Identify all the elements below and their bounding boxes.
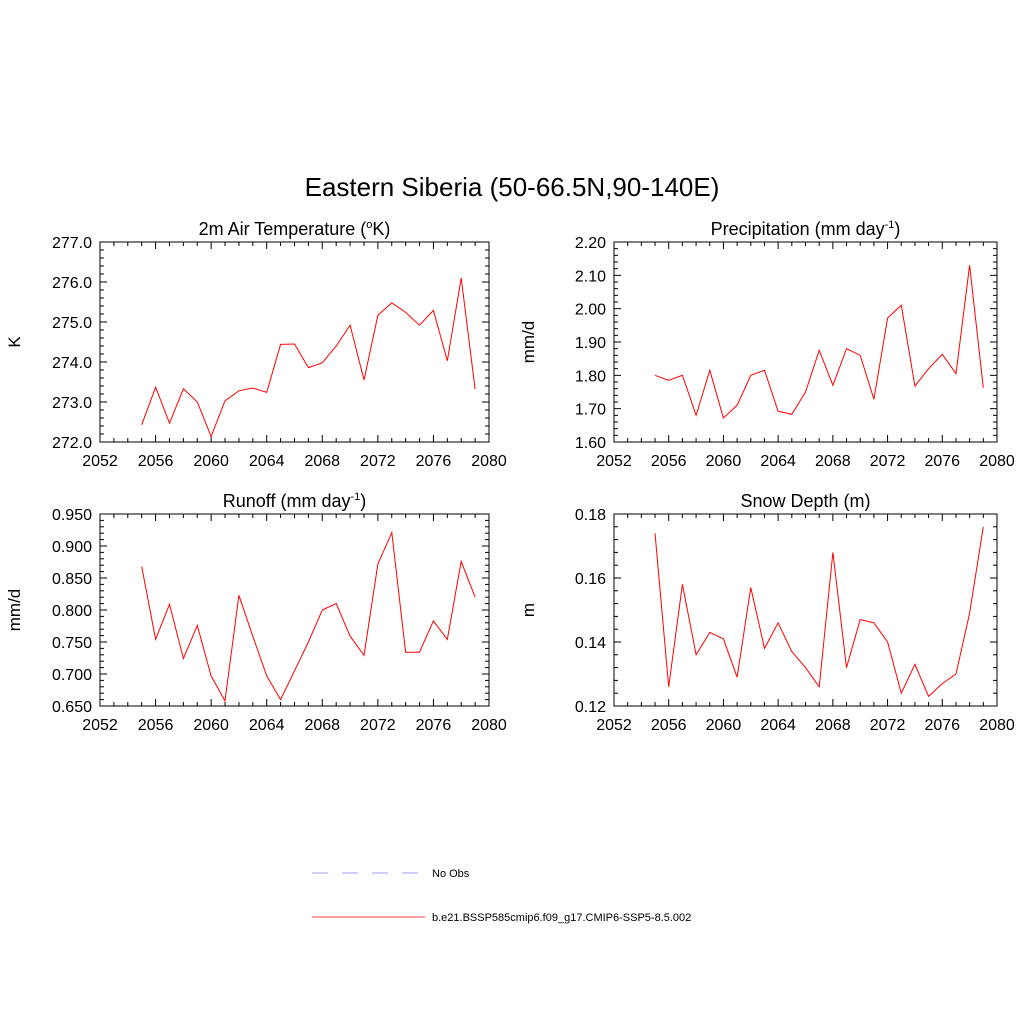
chart-panel-3: Runoff (mm day-1) 2052 2056 2060 2064 2068 207… <box>5 491 507 734</box>
x-tick-label: 2076 <box>924 453 960 470</box>
x-tick-label: 2068 <box>815 717 851 734</box>
panel-title: Snow Depth (m) <box>740 491 870 511</box>
x-tick-label: 2072 <box>870 717 906 734</box>
y-tick-label: 272.0 <box>52 435 92 452</box>
y-tick-label: 1.90 <box>575 335 606 352</box>
chart-panel-2: Precipitation (mm day-1) 2052 2056 2060 2064… <box>519 219 1015 470</box>
y-tick-label: 1.70 <box>575 402 606 419</box>
x-tick-label: 2068 <box>304 453 340 470</box>
y-tick-label: 0.16 <box>575 571 606 588</box>
x-tick-label: 2080 <box>979 453 1015 470</box>
y-tick-label: 0.14 <box>575 635 606 652</box>
x-tick-label: 2076 <box>416 453 452 470</box>
panel-title-superscript: -1 <box>350 491 360 503</box>
panel-title-superscript: o <box>366 219 372 231</box>
x-tick-label: 2080 <box>471 717 507 734</box>
legend: No Obs b.e21.BSSP585cmip6.f09_g17.CMIP6-S… <box>312 868 691 924</box>
chart-panels: 2m Air Temperature (oK)2052 2056 2060 2064 2… <box>5 219 1015 734</box>
y-axis-label: mm/d <box>5 589 24 632</box>
x-tick-label: 2064 <box>249 717 285 734</box>
panel-title-text: 2m Air Temperature ( <box>199 219 367 239</box>
x-tick-label: 2056 <box>651 453 687 470</box>
series-line <box>141 277 476 438</box>
x-tick-label: 2064 <box>760 717 796 734</box>
panel-title-suffix: ) <box>894 219 900 239</box>
x-tick-label: 2072 <box>360 717 396 734</box>
y-tick-label: 1.60 <box>575 435 606 452</box>
y-tick-label: 0.750 <box>52 635 92 652</box>
y-tick-label: 273.0 <box>52 395 92 412</box>
y-tick-label: 0.950 <box>52 507 92 524</box>
series-line <box>654 526 984 698</box>
y-axis-label: mm/d <box>519 321 538 364</box>
x-tick-label: 2052 <box>82 453 118 470</box>
panel-title-suffix: ) <box>360 491 366 511</box>
y-tick-label: 2.00 <box>575 302 606 319</box>
panel-title-text: Snow Depth (m) <box>740 491 870 511</box>
x-tick-label: 2056 <box>138 717 174 734</box>
y-tick-label: 274.0 <box>52 355 92 372</box>
plot-frame <box>99 513 490 707</box>
x-tick-label: 2052 <box>82 717 118 734</box>
y-tick-label: 0.900 <box>52 539 92 556</box>
x-tick-label: 2080 <box>979 717 1015 734</box>
y-tick-label: 2.10 <box>575 268 606 285</box>
y-tick-label: 0.12 <box>575 699 606 716</box>
figure-title: Eastern Siberia (50-66.5N,90-140E) <box>305 172 720 202</box>
x-tick-label: 2076 <box>924 717 960 734</box>
x-tick-label: 2052 <box>596 717 632 734</box>
y-tick-label: 275.0 <box>52 315 92 332</box>
panel-title-suffix: K) <box>372 219 390 239</box>
series-line <box>141 530 476 703</box>
x-tick-label: 2052 <box>596 453 632 470</box>
y-tick-label: 2.20 <box>575 235 606 252</box>
y-tick-label: 0.700 <box>52 667 92 684</box>
legend-label: b.e21.BSSP585cmip6.f09_g17.CMIP6-SSP5-8.… <box>432 912 691 924</box>
y-tick-label: 0.800 <box>52 603 92 620</box>
x-tick-label: 2056 <box>138 453 174 470</box>
x-tick-label: 2056 <box>651 717 687 734</box>
x-tick-label: 2060 <box>193 717 229 734</box>
panel-title: Runoff (mm day-1) <box>223 491 367 511</box>
x-tick-label: 2072 <box>360 453 396 470</box>
y-tick-label: 0.850 <box>52 571 92 588</box>
plot-frame <box>613 513 998 707</box>
x-tick-label: 2068 <box>815 453 851 470</box>
y-axis-label: m <box>519 603 538 617</box>
y-tick-label: 276.0 <box>52 275 92 292</box>
y-tick-label: 277.0 <box>52 235 92 252</box>
y-tick-label: 0.18 <box>575 507 606 524</box>
y-tick-label: 1.80 <box>575 368 606 385</box>
chart-panel-1: 2m Air Temperature (oK) 2052 2056 2060 2064 2… <box>5 219 507 470</box>
x-tick-label: 2076 <box>416 717 452 734</box>
y-tick-label: 0.650 <box>52 699 92 716</box>
x-tick-label: 2064 <box>249 453 285 470</box>
panel-title-text: Runoff (mm day <box>223 491 351 511</box>
x-tick-label: 2060 <box>193 453 229 470</box>
plot-frame <box>613 241 998 443</box>
legend-label: No Obs <box>432 868 470 880</box>
panel-title: 2m Air Temperature (oK) <box>199 219 391 239</box>
x-tick-label: 2060 <box>706 717 742 734</box>
plot-frame <box>99 241 490 443</box>
panel-title: Precipitation (mm day-1) <box>711 219 901 239</box>
x-tick-label: 2072 <box>870 453 906 470</box>
chart-panel-4: Snow Depth (m) 2052 2056 2060 2064 2068 2072 20… <box>519 491 1015 734</box>
panel-title-superscript: -1 <box>885 219 895 231</box>
y-axis-label: K <box>5 336 24 348</box>
x-tick-label: 2080 <box>471 453 507 470</box>
x-tick-label: 2060 <box>706 453 742 470</box>
x-tick-label: 2068 <box>304 717 340 734</box>
series-line <box>654 265 984 419</box>
x-tick-label: 2064 <box>760 453 796 470</box>
panel-title-text: Precipitation (mm day <box>711 219 885 239</box>
